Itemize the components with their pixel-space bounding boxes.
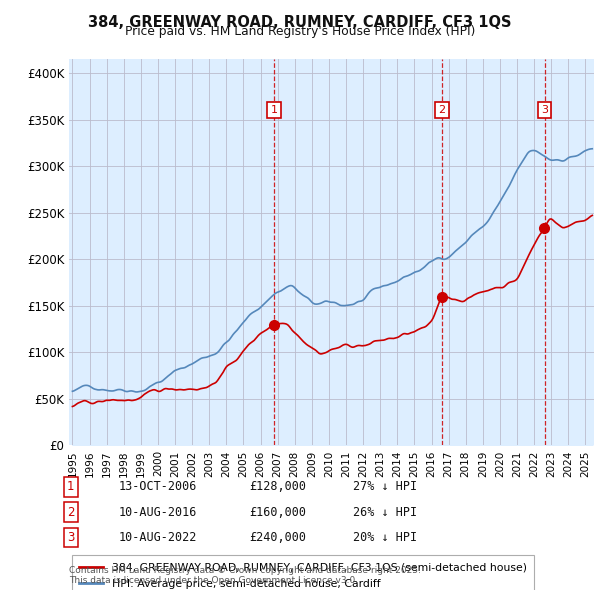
- Text: 10-AUG-2016: 10-AUG-2016: [119, 506, 197, 519]
- Text: 13-OCT-2006: 13-OCT-2006: [119, 480, 197, 493]
- Text: £240,000: £240,000: [249, 531, 306, 544]
- Text: 1: 1: [271, 105, 278, 115]
- Text: 3: 3: [541, 105, 548, 115]
- Text: £160,000: £160,000: [249, 506, 306, 519]
- Legend: 384, GREENWAY ROAD, RUMNEY, CARDIFF, CF3 1QS (semi-detached house), HPI: Average: 384, GREENWAY ROAD, RUMNEY, CARDIFF, CF3…: [72, 555, 535, 590]
- Text: 10-AUG-2022: 10-AUG-2022: [119, 531, 197, 544]
- Text: £128,000: £128,000: [249, 480, 306, 493]
- Text: 384, GREENWAY ROAD, RUMNEY, CARDIFF, CF3 1QS: 384, GREENWAY ROAD, RUMNEY, CARDIFF, CF3…: [88, 15, 512, 30]
- Text: 27% ↓ HPI: 27% ↓ HPI: [353, 480, 417, 493]
- Text: Contains HM Land Registry data © Crown copyright and database right 2025.
This d: Contains HM Land Registry data © Crown c…: [69, 566, 421, 585]
- Text: 20% ↓ HPI: 20% ↓ HPI: [353, 531, 417, 544]
- Text: 3: 3: [67, 531, 74, 544]
- Text: 1: 1: [67, 480, 74, 493]
- Text: 2: 2: [439, 105, 446, 115]
- Text: 2: 2: [67, 506, 74, 519]
- Text: Price paid vs. HM Land Registry's House Price Index (HPI): Price paid vs. HM Land Registry's House …: [125, 25, 475, 38]
- Text: 26% ↓ HPI: 26% ↓ HPI: [353, 506, 417, 519]
